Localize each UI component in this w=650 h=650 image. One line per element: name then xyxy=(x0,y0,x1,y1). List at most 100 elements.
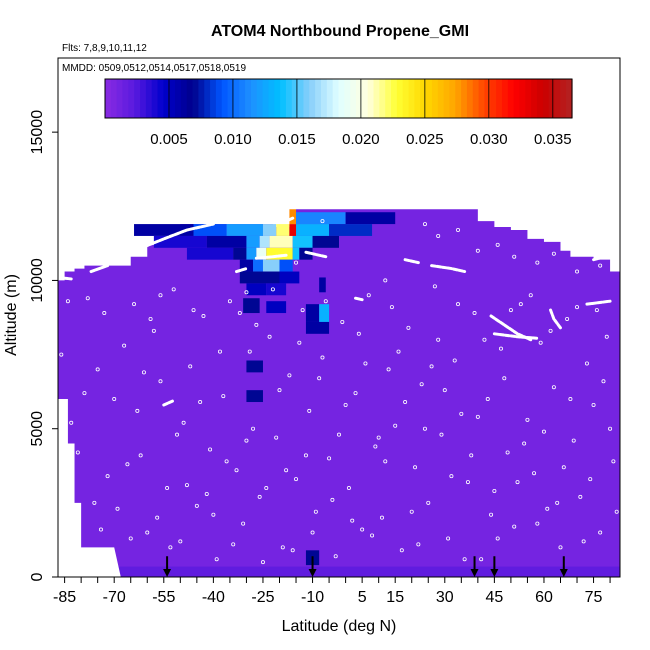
colorbar-segment xyxy=(426,79,433,118)
sample-marker xyxy=(201,314,206,319)
colorbar-segment xyxy=(163,79,170,118)
heatmap-cell xyxy=(256,247,267,260)
x-tick-label: 75 xyxy=(585,589,603,606)
sample-marker xyxy=(403,400,408,405)
sample-marker xyxy=(85,296,90,301)
flight-track xyxy=(403,258,420,265)
flight-track xyxy=(132,222,215,253)
colorbar-segment xyxy=(239,79,246,118)
sample-marker xyxy=(204,491,209,496)
sample-marker xyxy=(287,373,292,378)
colorbar-segment xyxy=(420,79,427,118)
heatmap-cell xyxy=(193,224,227,236)
sample-marker xyxy=(115,506,120,511)
sample-marker xyxy=(102,311,107,316)
sample-marker xyxy=(122,343,127,348)
sample-marker xyxy=(148,316,153,321)
heatmap-cell xyxy=(269,235,293,248)
sample-marker xyxy=(598,530,603,535)
heatmap-cell xyxy=(134,224,194,236)
x-tick-label: -10 xyxy=(301,589,324,606)
sample-marker xyxy=(475,248,480,253)
sample-marker xyxy=(482,337,487,342)
sample-marker xyxy=(386,367,391,372)
sample-marker xyxy=(128,536,133,541)
sample-marker xyxy=(492,488,497,493)
sample-marker xyxy=(456,302,461,307)
sample-marker xyxy=(151,328,156,333)
colorbar-segment xyxy=(256,79,264,118)
colorbar-segment xyxy=(431,79,439,118)
sample-marker xyxy=(495,536,500,541)
heatmap-cell xyxy=(246,247,257,260)
heatmap-cell xyxy=(279,271,300,284)
heatmap-cell xyxy=(262,259,280,272)
sample-marker xyxy=(346,486,351,491)
sample-marker xyxy=(360,527,365,532)
x-tick-label: 30 xyxy=(436,589,454,606)
sample-marker xyxy=(141,370,146,375)
sample-marker xyxy=(155,515,160,520)
arrow-head xyxy=(163,569,172,577)
sample-marker xyxy=(267,334,272,339)
sample-marker xyxy=(112,397,117,402)
sample-marker xyxy=(158,293,163,298)
colorbar-tick-label: 0.005 xyxy=(150,131,188,148)
sample-marker xyxy=(571,438,576,443)
flight-track xyxy=(304,250,328,259)
sample-marker xyxy=(551,251,556,256)
colorbar-segment xyxy=(443,79,451,118)
sample-marker xyxy=(62,566,67,571)
arrow-annotations xyxy=(163,556,568,577)
sample-marker xyxy=(208,447,213,452)
colorbar-segment xyxy=(496,79,503,118)
colorbar-segment xyxy=(326,79,334,118)
x-tick-label: -85 xyxy=(53,589,76,606)
flight-track xyxy=(354,296,364,302)
colorbar: 0.005 0.010 0.015 0.020 0.025 0.030 0.035 xyxy=(104,78,573,148)
sample-marker xyxy=(525,417,530,422)
sample-marker xyxy=(327,456,332,461)
colorbar-segment xyxy=(140,79,147,118)
colorbar-segment xyxy=(157,79,164,118)
sample-marker xyxy=(495,242,500,247)
x-tick-label: 45 xyxy=(485,589,503,606)
sample-marker xyxy=(217,349,222,354)
sample-marker xyxy=(231,542,236,547)
heatmap-cell xyxy=(279,259,293,272)
flight-track xyxy=(430,264,467,274)
sample-marker xyxy=(591,402,596,407)
dates-label: MMDD: 0509,0512,0514,0517,0518,0519 xyxy=(62,63,246,74)
sample-marker xyxy=(320,219,325,224)
sample-marker xyxy=(79,551,84,556)
flight-track xyxy=(89,264,110,274)
sample-marker xyxy=(535,521,540,526)
sample-marker xyxy=(257,494,262,499)
colorbar-segment xyxy=(344,79,351,118)
plot-area xyxy=(58,209,620,577)
sample-marker xyxy=(426,500,431,505)
sample-marker xyxy=(264,486,269,491)
heatmap-cell xyxy=(276,224,290,236)
heatmap-cell xyxy=(239,271,280,284)
sample-marker xyxy=(224,459,229,464)
sample-marker xyxy=(545,506,550,511)
sample-marker xyxy=(422,426,427,431)
heatmap-cell xyxy=(246,390,263,403)
colorbar-tick-label: 0.015 xyxy=(278,131,316,148)
sample-marker xyxy=(413,465,418,470)
heatmap-cell xyxy=(292,247,300,260)
colorbar-segment xyxy=(151,79,159,118)
sample-marker xyxy=(317,376,322,381)
sample-marker xyxy=(336,432,341,437)
sample-marker xyxy=(538,340,543,345)
sample-marker xyxy=(234,468,239,473)
y-tick-label: 0 xyxy=(29,572,46,581)
sample-marker xyxy=(532,471,537,476)
sample-marker xyxy=(383,459,388,464)
sample-marker xyxy=(399,548,404,553)
sample-marker xyxy=(472,311,477,316)
sample-marker xyxy=(237,311,242,316)
x-tick-label: -55 xyxy=(152,589,175,606)
x-axis: -85 -70 -55 -40 -25 -10 5 15 30 45 60 75 xyxy=(53,577,611,606)
